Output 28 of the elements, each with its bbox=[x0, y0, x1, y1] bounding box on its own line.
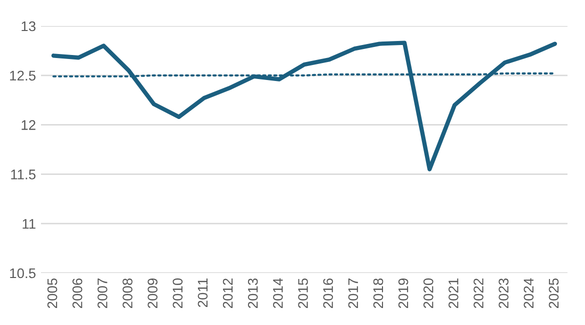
x-tick-label: 2022 bbox=[474, 278, 484, 308]
x-tick-label: 2007 bbox=[98, 278, 108, 308]
x-tick-label: 2019 bbox=[398, 278, 408, 308]
x-tick-label: 2020 bbox=[423, 278, 434, 308]
x-tick-label: 2025 bbox=[548, 278, 559, 308]
line-series bbox=[51, 40, 557, 172]
y-tick-label: 10.5 bbox=[10, 268, 36, 278]
x-tick-label: 2011 bbox=[198, 278, 208, 308]
x-tick-label: 2008 bbox=[122, 278, 132, 308]
x-tick-label: 2014 bbox=[273, 278, 283, 308]
y-tick-label: 13 bbox=[22, 21, 36, 32]
y-tick-label: 12.5 bbox=[10, 70, 36, 81]
x-tick-label: 2010 bbox=[172, 278, 183, 308]
x-tick-label: 2005 bbox=[47, 278, 58, 308]
x-tick-label: 2023 bbox=[498, 278, 508, 308]
x-tick-label: 2017 bbox=[348, 278, 358, 308]
x-tick-label: 2024 bbox=[524, 278, 534, 308]
x-tick-label: 2006 bbox=[72, 278, 82, 308]
x-tick-label: 2021 bbox=[448, 278, 458, 308]
x-tick-label: 2013 bbox=[248, 278, 258, 308]
x-tick-label: 2018 bbox=[373, 278, 384, 308]
y-tick-label: 12 bbox=[22, 120, 36, 130]
x-tick-label: 2015 bbox=[298, 278, 308, 308]
x-tick-label: 2009 bbox=[148, 278, 158, 308]
x-tick-label: 2012 bbox=[222, 278, 233, 308]
y-tick-label: 11 bbox=[22, 219, 36, 229]
y-tick-label: 11.5 bbox=[11, 170, 36, 180]
x-tick-label: 2016 bbox=[323, 278, 333, 308]
